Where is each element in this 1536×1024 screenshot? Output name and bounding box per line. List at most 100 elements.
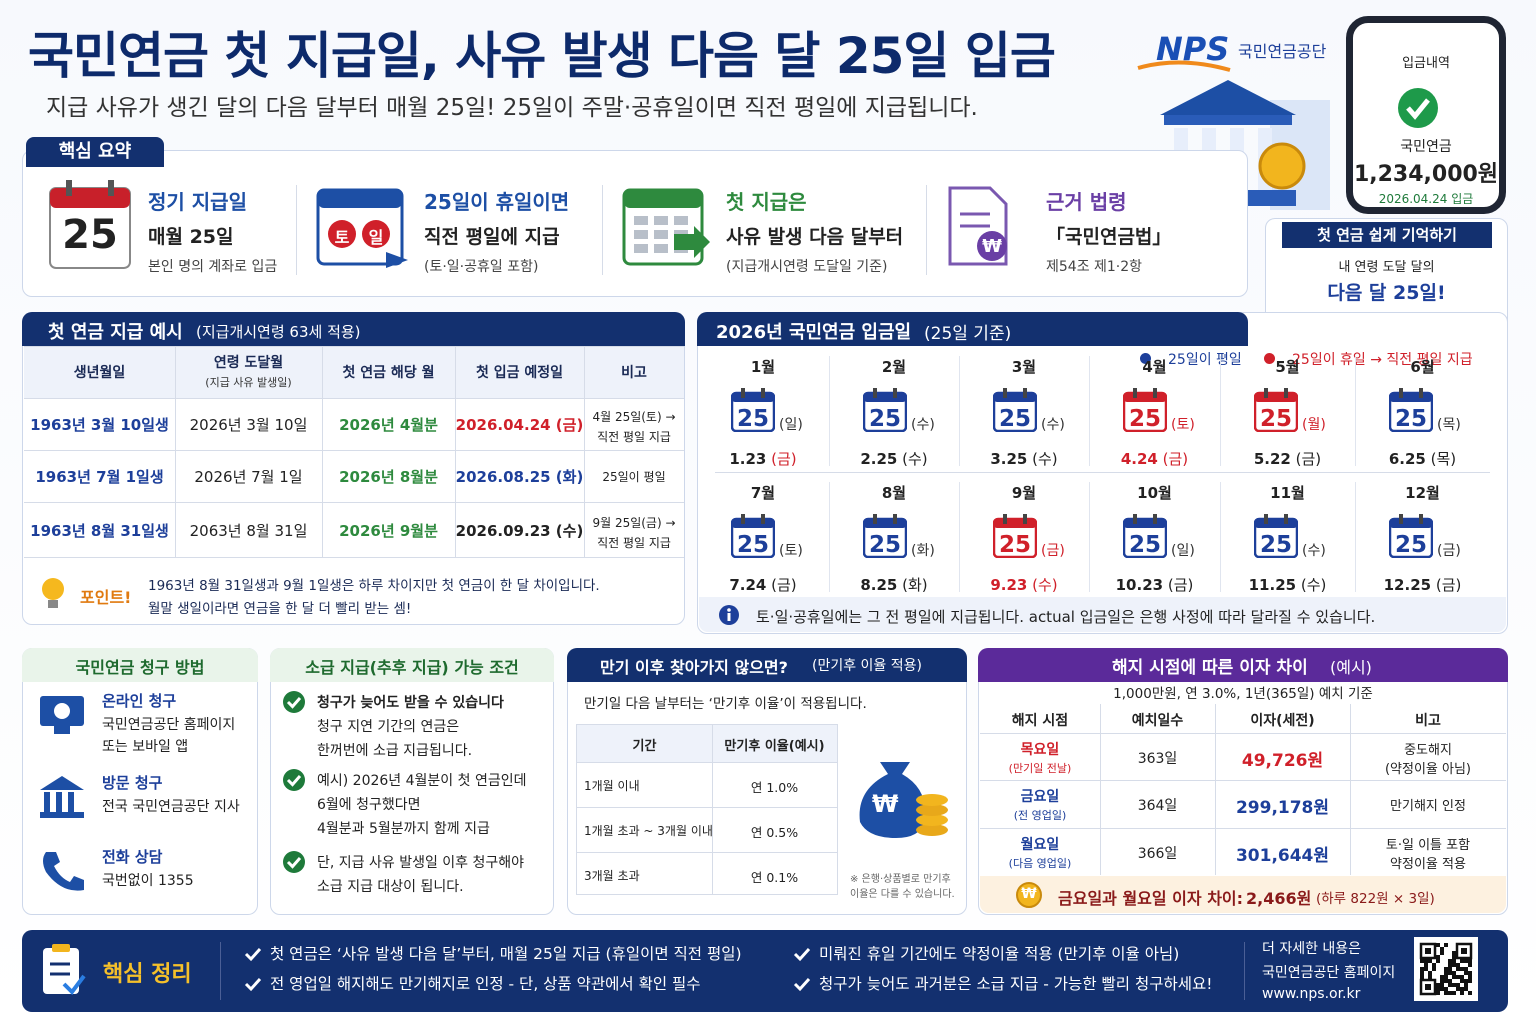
day-icon [993, 514, 1037, 558]
pay-date: 10.23 [1115, 576, 1164, 594]
remark: (약정이율 아님) [1384, 761, 1472, 777]
point-label: 포인트! [80, 588, 132, 607]
weekday: (월) [1302, 417, 1326, 433]
day-number: 25 [1259, 406, 1292, 432]
point-line: 1963년 8월 31일생과 9월 1일생은 하루 차이지만 첫 연금이 한 달… [148, 578, 600, 594]
interest-header [978, 648, 1508, 682]
maturity-intro: 만기일 다음 날부터는 ‘만기후 이율’이 적용됩니다. [584, 696, 867, 712]
footer-more: www.nps.or.kr [1262, 986, 1361, 1002]
footer-point: 미뤄진 휴일 기간에도 약정이율 적용 (만기후 이율 아님) [819, 945, 1180, 963]
day-note: (전 영업일) [1013, 809, 1067, 822]
day-number: 25 [1128, 532, 1161, 558]
column-header: 비고 [1415, 713, 1441, 729]
row-line [24, 346, 684, 347]
diff-bar [980, 876, 1506, 913]
icon-text: 25 [62, 212, 118, 258]
subtitle: 지급 사유가 생긴 달의 다음 달부터 매월 25일! 25일이 주말·공휴일이… [46, 95, 978, 121]
cell: 1963년 8월 31일생 [30, 521, 169, 540]
legend-dot [1140, 353, 1151, 364]
retro-line: 소급 지급 대상이 됩니다. [317, 879, 464, 895]
claim-icon [40, 696, 84, 734]
calendar-col-line [1089, 482, 1090, 592]
row-line [980, 828, 1506, 829]
icon-text: ₩ [982, 236, 1002, 257]
summary-note: (토·일·공휴일 포함) [424, 259, 539, 275]
maturity-note: ※ 은행·상품별로 만기후 [850, 874, 951, 885]
calendar-col-line [1089, 356, 1090, 466]
memo-line: 내 연령 도달 달의 [1338, 260, 1435, 275]
phone-heading: 입금내역 [1402, 56, 1450, 71]
calendar-note: 토·일·공휴일에는 그 전 평일에 지급됩니다. actual 입금일은 은행 … [756, 608, 1376, 626]
cell: 1963년 7월 1일생 [35, 468, 164, 486]
divider [602, 185, 603, 275]
schedule-icon [622, 188, 710, 266]
col-line [455, 346, 456, 557]
column-header: 해지 시점 [1011, 713, 1069, 729]
law-icon [948, 186, 1008, 266]
pay-date-group: 3.25 (수) [959, 448, 1089, 469]
cell: 2026년 4월분 [339, 416, 438, 434]
weekday: (목) [1437, 417, 1461, 433]
footer-check [244, 977, 262, 992]
month-label: 7월 [750, 484, 776, 502]
row-line [577, 762, 837, 763]
pay-date: 7.24 [729, 576, 767, 594]
memo-title: 첫 연금 쉽게 기억하기 [1282, 222, 1492, 248]
pay-date-group: 2.25 (수) [829, 448, 959, 469]
calendar-icon [49, 180, 131, 269]
summary-note: 본인 명의 계좌로 입금 [148, 259, 278, 275]
pay-date-group: 9.23 (수) [959, 574, 1089, 595]
day-name: 월요일 [1020, 837, 1060, 853]
money-bag-symbol: ₩ [872, 790, 899, 818]
summary-main: 사유 발생 다음 달부터 [726, 226, 904, 248]
deposit-days: 364일 [1137, 798, 1178, 814]
info-icon [719, 605, 739, 625]
pay-weekday: (화) [897, 576, 928, 594]
day-icon [1389, 514, 1433, 558]
calendar-col-line [1355, 482, 1356, 592]
weekday: (일) [779, 417, 803, 433]
footer-divider [220, 942, 221, 1000]
day-number: 25 [1128, 406, 1161, 432]
holiday-icon [316, 188, 408, 268]
pay-weekday: (금) [1290, 450, 1322, 468]
cell: 2026.09.23 (수) [455, 521, 584, 540]
footer-point: 첫 연금은 ‘사유 발생 다음 달’부터, 매월 25일 지급 (휴일이면 직전… [270, 945, 742, 963]
day-icon [1254, 388, 1298, 432]
legend-label: 25일이 평일 [1168, 352, 1242, 368]
day-number: 25 [868, 406, 901, 432]
summary-note: (지급개시연령 도달일 기준) [726, 259, 888, 275]
row-line [980, 780, 1506, 781]
title: 국민연금 첫 지급일, 사유 발생 다음 달 25일 입금 [28, 27, 1056, 85]
day-icon [863, 388, 907, 432]
example-title-note: (지급개시연령 63세 적용) [196, 323, 361, 341]
day-note: (만기일 전날) [1008, 762, 1072, 775]
column-header: 생년월일 [73, 365, 126, 381]
bulb-icon [42, 578, 64, 608]
pay-date: 8.25 [860, 576, 898, 594]
pay-date: 4.24 [1120, 450, 1158, 468]
claim-line: 국민연금공단 홈페이지 [102, 717, 236, 733]
remark: 토·일 이틀 포함 [1385, 837, 1471, 853]
pay-weekday: (금) [1163, 576, 1194, 594]
column-sub: (지급 사유 발생일) [205, 376, 292, 389]
calendar-col-line [959, 482, 960, 592]
icon-text: 일 [368, 228, 384, 247]
retro-header [270, 648, 554, 682]
example-title: 첫 연금 지급 예시 [48, 322, 183, 343]
row-line [24, 398, 684, 399]
example-head-row [24, 346, 684, 398]
claim-icon [43, 852, 84, 891]
cell: 2026년 3월 10일 [189, 416, 308, 434]
remark: 4월 25일(토) → [592, 410, 676, 424]
pay-date: 2.25 [860, 450, 898, 468]
col-line [1100, 704, 1101, 875]
row-line [24, 502, 684, 503]
pay-date: 12.25 [1383, 576, 1432, 594]
row-line [577, 807, 837, 808]
cell: 2063년 8월 31일 [189, 521, 308, 540]
month-label: 1월 [750, 358, 776, 376]
day-name: 목요일 [1020, 742, 1060, 758]
pay-date-group: 5.22 (금) [1220, 448, 1355, 469]
